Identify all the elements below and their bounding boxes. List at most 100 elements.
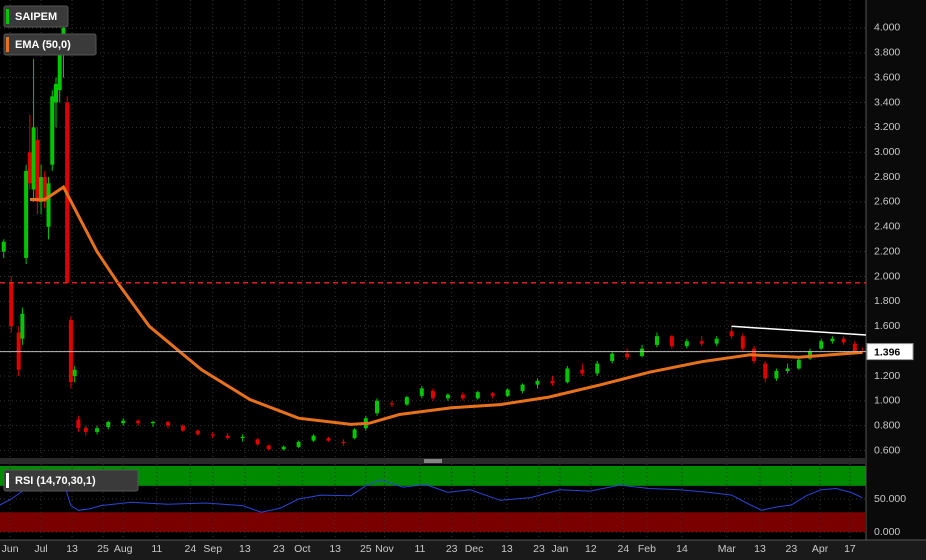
y-tick-label: 0.600 [874,444,900,456]
y-tick-label: 4.000 [874,22,900,34]
legend-label: EMA (50,0) [15,39,71,51]
candle-body [106,421,111,427]
candle-body [475,392,480,399]
zone-band [0,512,866,533]
candle-body [729,331,734,337]
x-tick-label: Jun [2,543,19,555]
y-tick-label: 50.000 [874,493,906,505]
candle-body [225,435,230,439]
y-tick-label: 1.800 [874,295,900,307]
y-tick-label: 2.600 [874,196,900,208]
x-tick-label: 23 [533,543,545,555]
candle-body [255,439,260,445]
y-tick-label: 1.200 [874,370,900,382]
x-tick-label: 24 [185,543,197,555]
candle-body [404,397,409,405]
x-tick-label: Apr [812,543,829,555]
x-tick-label: Jul [34,543,47,555]
candle-body [121,420,126,424]
splitter[interactable] [0,458,866,464]
candle-body [210,434,215,436]
candle-body [31,127,36,190]
candle-body [180,425,185,431]
candle-body [830,338,835,342]
x-tick-label: 13 [329,543,341,555]
candle-body [24,170,29,258]
candle-body [389,403,394,405]
last-price-box [866,343,914,361]
x-tick-label: 12 [585,543,597,555]
x-tick-label: 14 [676,543,688,555]
y-tick-label: 3.800 [874,47,900,59]
x-tick-label: Dec [465,543,484,555]
candle-body [819,341,824,349]
candle-body [796,359,801,369]
candle-body [565,368,570,383]
candle-body [595,363,600,374]
candle-body [684,341,689,347]
grid [0,0,866,540]
candle-body [39,177,44,202]
candle-body [95,428,100,432]
legend-swatch [6,9,9,24]
x-tick-label: Sep [203,543,222,555]
candle-body [490,393,495,396]
legend-swatch [6,37,9,52]
candle-body [42,177,47,202]
x-tick-label: 23 [446,543,458,555]
legend-box [3,33,97,56]
x-tick-label: 13 [501,543,513,555]
candle-body [296,441,301,447]
candle-body [550,380,555,384]
legend-label: SAIPEM [15,11,57,23]
line-series [29,184,863,426]
line-series [0,479,863,513]
candle-body [72,369,77,376]
candle-body [9,282,14,327]
candle-body [460,394,465,399]
candle-body [852,343,857,352]
candle-body [195,430,200,435]
y-tick-label: 2.200 [874,245,900,257]
x-tick-label: Mar [718,543,737,555]
candle-body [445,394,450,399]
candle-body [35,139,40,202]
candle-body [640,348,645,357]
candle-body [53,83,58,103]
x-tick-label: Feb [638,543,656,555]
x-tick-label: 25 [97,543,109,555]
x-tick-label: Oct [294,543,310,555]
candle-body [266,445,271,450]
candle-body [375,400,380,414]
candle-body [669,336,674,347]
candle-body [419,388,424,396]
candle-body [654,336,659,345]
legend-box [3,5,69,28]
y-tick-label: 3.000 [874,146,900,158]
x-tick-label: Nov [375,543,394,555]
candle-body [535,380,540,385]
x-tick-label: 25 [360,543,372,555]
legend-swatch [6,473,9,488]
candle-body [46,183,51,227]
candle-body [20,313,25,339]
x-tick-label: 17 [844,543,856,555]
x-tick-label: Jan [551,543,568,555]
candle-body [311,435,316,441]
candle-body [785,368,790,371]
candle-body [610,353,615,362]
candle-body [27,152,32,184]
x-tick-label: 11 [414,543,425,555]
candle-body [50,96,55,165]
candle-body [774,370,779,379]
panel-handle[interactable] [0,458,866,464]
candle-body [240,436,245,439]
candle-body [431,390,435,399]
x-tick-label: 23 [786,543,798,555]
candle-body [520,384,525,391]
candle-body [505,389,510,396]
y-tick-label: 2.000 [874,270,900,282]
candle-body [841,338,846,343]
candle-body [326,438,331,441]
